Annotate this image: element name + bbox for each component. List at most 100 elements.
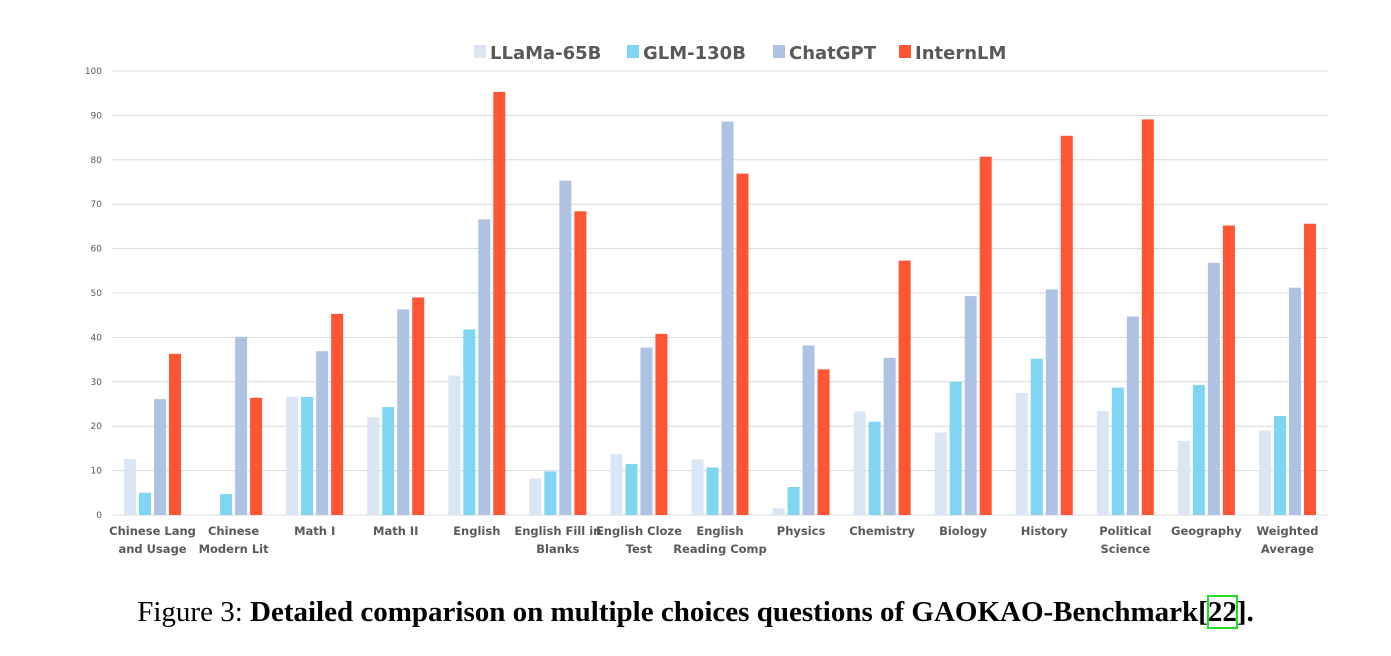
bar-glm-130b	[1030, 358, 1043, 515]
bar-llama-65b	[1177, 440, 1190, 515]
x-tick-label: Test	[626, 542, 653, 556]
bar-chatgpt	[1045, 289, 1058, 515]
bar-chatgpt	[397, 309, 410, 515]
bar-chatgpt	[802, 345, 815, 515]
bar-chart: 0 10 20 30 40 50 60 70 80 90 100 Chinese Lang and U…	[85, 43, 1328, 556]
bar-glm-130b	[1273, 415, 1286, 515]
x-tick-label: Chemistry	[849, 524, 915, 538]
y-tick-label: 70	[91, 200, 103, 210]
bar-internlm	[331, 313, 344, 515]
bar-glm-130b	[463, 329, 476, 515]
x-tick-label: Biology	[939, 524, 988, 538]
bar-chatgpt	[1288, 287, 1301, 515]
bar-internlm	[1060, 135, 1073, 515]
bar-glm-130b	[139, 492, 152, 515]
y-tick-label: 50	[91, 289, 103, 299]
bar-internlm	[169, 353, 182, 515]
x-tick-label: Math II	[373, 524, 418, 538]
legend-label: LLaMa-65B	[490, 43, 601, 64]
bar-llama-65b	[1015, 392, 1028, 515]
legend-label: GLM-130B	[643, 43, 746, 64]
y-tick-label: 10	[91, 467, 103, 477]
x-tick-label: Science	[1101, 542, 1151, 556]
gridlines	[112, 70, 1328, 516]
bar-glm-130b	[625, 463, 638, 515]
bar-chatgpt	[1207, 262, 1220, 515]
bar-llama-65b	[610, 454, 623, 515]
legend-swatch	[627, 45, 639, 58]
legend-swatch	[899, 45, 911, 58]
x-tick-label: Chinese Lang	[109, 524, 196, 538]
bar-internlm	[817, 369, 830, 515]
x-tick-label: English	[453, 524, 500, 538]
bar-glm-130b	[301, 396, 314, 515]
bars	[124, 91, 1316, 516]
caption-suffix: ].	[1236, 596, 1254, 628]
x-tick-label: and Usage	[118, 542, 186, 556]
bar-llama-65b	[367, 417, 380, 515]
bar-llama-65b	[772, 508, 785, 515]
legend: LLaMa-65B GLM-130B ChatGPT InternLM	[474, 43, 1006, 64]
y-tick-label: 90	[91, 111, 103, 121]
bar-llama-65b	[691, 459, 704, 515]
bar-llama-65b	[124, 459, 137, 515]
bar-chatgpt	[235, 336, 248, 515]
bar-chatgpt	[1126, 316, 1139, 515]
y-tick-label: 30	[91, 378, 103, 388]
x-tick-label: English Cloze	[596, 524, 682, 538]
y-tick-label: 80	[91, 156, 103, 166]
legend-swatch	[474, 45, 486, 58]
bar-chatgpt	[964, 296, 977, 515]
x-tick-label: English Fill in	[514, 524, 601, 538]
x-tick-label: Average	[1261, 542, 1314, 556]
bar-internlm	[979, 156, 992, 515]
y-axis-ticks: 0 10 20 30 40 50 60 70 80 90 100	[85, 67, 102, 521]
bar-glm-130b	[1111, 387, 1124, 515]
x-axis-labels: Chinese Lang and Usage Chinese Modern Lit Ma…	[109, 524, 1318, 556]
figure-caption: Figure 3: Detailed comparison on multipl…	[0, 595, 1391, 629]
y-tick-label: 60	[91, 245, 103, 255]
bar-chatgpt	[640, 347, 653, 515]
bar-internlm	[250, 397, 263, 515]
bar-glm-130b	[787, 487, 800, 515]
bar-glm-130b	[868, 421, 881, 515]
bar-glm-130b	[706, 467, 719, 515]
bar-internlm	[1303, 223, 1316, 515]
bar-chatgpt	[316, 351, 329, 515]
bar-internlm	[1141, 119, 1154, 516]
legend-swatch	[773, 45, 785, 58]
bar-internlm	[493, 91, 506, 516]
bar-llama-65b	[448, 375, 461, 515]
bar-llama-65b	[1096, 411, 1109, 515]
legend-label: ChatGPT	[789, 43, 877, 64]
y-tick-label: 20	[91, 422, 103, 432]
x-tick-label: Physics	[777, 524, 826, 538]
x-tick-label: Weighted	[1256, 524, 1318, 538]
bar-chatgpt	[559, 180, 572, 515]
bar-chatgpt	[154, 399, 167, 515]
bar-glm-130b	[544, 471, 557, 515]
x-tick-label: Chinese	[208, 524, 259, 538]
bar-llama-65b	[853, 411, 866, 515]
bar-glm-130b	[949, 381, 962, 515]
bar-glm-130b	[382, 407, 395, 515]
bar-llama-65b	[529, 478, 542, 515]
bar-internlm	[898, 260, 911, 515]
bar-internlm	[574, 211, 587, 515]
bar-glm-130b	[220, 494, 233, 515]
caption-title: Detailed comparison on multiple choices …	[250, 596, 1208, 628]
y-tick-label: 40	[91, 333, 103, 343]
x-tick-label: Geography	[1171, 524, 1242, 538]
bar-internlm	[655, 333, 668, 515]
bar-glm-130b	[1192, 384, 1205, 515]
bar-llama-65b	[1258, 430, 1271, 515]
bar-internlm	[412, 297, 425, 515]
caption-prefix: Figure 3:	[137, 596, 251, 628]
citation-link[interactable]: 22	[1206, 595, 1238, 629]
bar-llama-65b	[934, 432, 947, 515]
x-tick-label: Blanks	[536, 542, 579, 556]
y-tick-label: 0	[96, 511, 102, 521]
bar-chatgpt	[883, 357, 896, 515]
legend-label: InternLM	[915, 43, 1006, 64]
x-tick-label: Modern Lit	[199, 542, 270, 556]
